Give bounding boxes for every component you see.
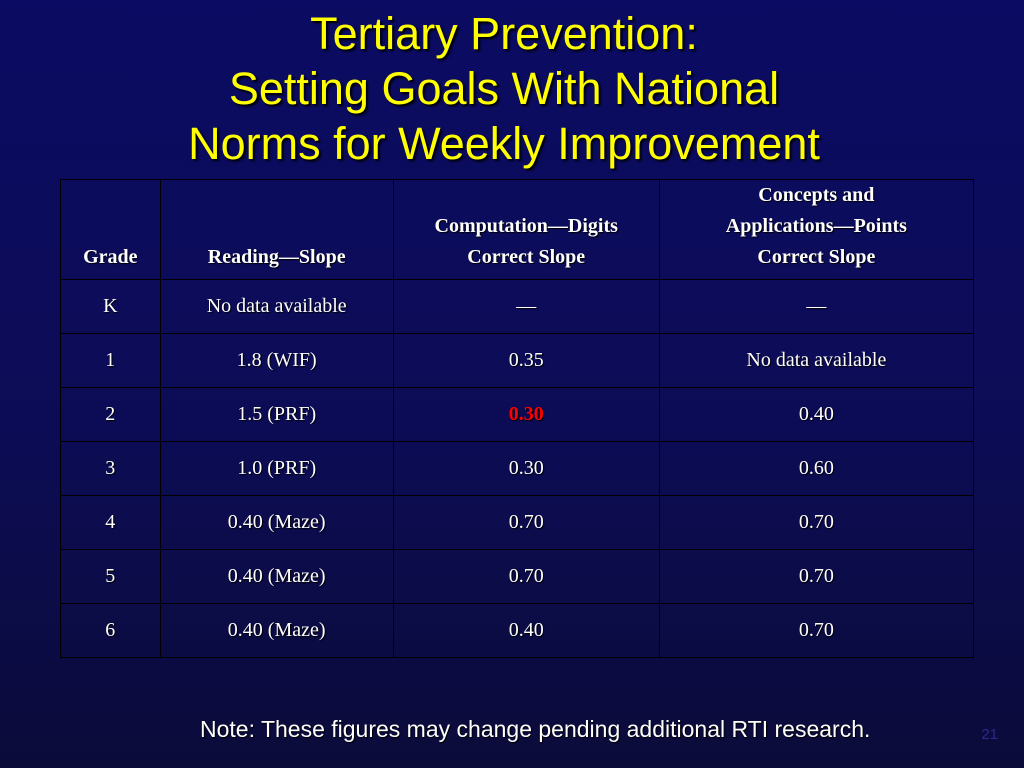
cell-grade: K: [60, 279, 161, 334]
cell-reading: 0.40 (Maze): [159, 495, 394, 550]
cell-concepts: 0.70: [658, 603, 975, 658]
cell-concepts: —: [658, 279, 975, 334]
cell-grade: 4: [60, 495, 161, 550]
table-row: 3 1.0 (PRF) 0.30 0.60: [60, 441, 975, 496]
cell-concepts: 0.40: [658, 387, 975, 442]
cell-grade: 2: [60, 387, 161, 442]
cell-concepts: 0.70: [658, 549, 975, 604]
header-concepts-slope: Concepts and Applications—Points Correct…: [658, 179, 975, 280]
title-line-3: Norms for Weekly Improvement: [188, 118, 820, 169]
cell-concepts: No data available: [658, 333, 975, 388]
cell-reading: 1.8 (WIF): [159, 333, 394, 388]
cell-computation-highlighted: 0.30: [392, 387, 660, 442]
cell-reading: 1.0 (PRF): [159, 441, 394, 496]
slide-number: 21: [981, 726, 998, 743]
weekly-improvement-norms-table: Grade Reading—Slope Computation—Digits C…: [60, 179, 975, 658]
table-row: K No data available — —: [60, 279, 975, 334]
header-concepts-line-1: Concepts and: [758, 184, 875, 206]
table-row: 5 0.40 (Maze) 0.70 0.70: [60, 549, 975, 604]
footnote: Note: These figures may change pending a…: [200, 716, 871, 742]
table-row: 6 0.40 (Maze) 0.40 0.70: [60, 603, 975, 658]
cell-computation: —: [392, 279, 660, 334]
table-row: 4 0.40 (Maze) 0.70 0.70: [60, 495, 975, 550]
cell-reading: 1.5 (PRF): [159, 387, 394, 442]
cell-reading: 0.40 (Maze): [159, 603, 394, 658]
table-row: 2 1.5 (PRF) 0.30 0.40: [60, 387, 975, 442]
header-reading-slope: Reading—Slope: [159, 179, 394, 280]
cell-computation: 0.30: [392, 441, 660, 496]
cell-grade: 5: [60, 549, 161, 604]
header-computation-line-1: Computation—Digits: [434, 215, 618, 237]
cell-computation: 0.70: [392, 549, 660, 604]
title-line-1: Tertiary Prevention:: [310, 8, 698, 59]
cell-reading: 0.40 (Maze): [159, 549, 394, 604]
cell-computation: 0.35: [392, 333, 660, 388]
slide-title: Tertiary Prevention: Setting Goals With …: [0, 6, 1008, 171]
cell-grade: 3: [60, 441, 161, 496]
table-row: 1 1.8 (WIF) 0.35 No data available: [60, 333, 975, 388]
header-computation-slope: Computation—Digits Correct Slope: [392, 179, 660, 280]
cell-grade: 1: [60, 333, 161, 388]
cell-concepts: 0.70: [658, 495, 975, 550]
cell-grade: 6: [60, 603, 161, 658]
table-header-row: Grade Reading—Slope Computation—Digits C…: [60, 179, 975, 280]
cell-computation: 0.40: [392, 603, 660, 658]
header-computation-line-2: Correct Slope: [467, 246, 586, 268]
cell-computation: 0.70: [392, 495, 660, 550]
cell-concepts: 0.60: [658, 441, 975, 496]
header-grade: Grade: [60, 179, 161, 280]
cell-reading: No data available: [159, 279, 394, 334]
header-concepts-line-3: Correct Slope: [757, 246, 876, 268]
header-concepts-line-2: Applications—Points: [725, 215, 907, 237]
title-line-2: Setting Goals With National: [228, 63, 780, 114]
